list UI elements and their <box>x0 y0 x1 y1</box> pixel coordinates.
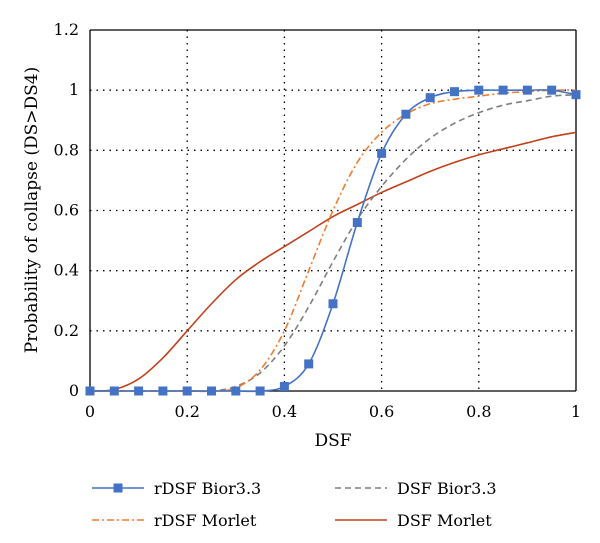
data-point-rdsf-bior3-3 <box>231 386 241 396</box>
x-tick-label: 0 <box>85 402 95 421</box>
y-tick-label: 0 <box>69 381 79 400</box>
data-point-rdsf-bior3-3 <box>134 386 144 396</box>
x-axis-title: DSF <box>314 431 351 451</box>
data-point-rdsf-bior3-3 <box>352 218 362 228</box>
y-tick-label: 0.6 <box>54 201 79 220</box>
legend-marker-rdsf-bior3-3 <box>113 483 123 493</box>
x-tick-label: 1 <box>571 402 581 421</box>
y-tick-label: 1 <box>69 80 79 99</box>
data-point-rdsf-bior3-3 <box>571 90 581 100</box>
data-point-rdsf-bior3-3 <box>85 386 95 396</box>
data-point-rdsf-bior3-3 <box>279 381 289 391</box>
legend: rDSF Bior3.3 rDSF Morlet DSF Bior3.3 DSF Mo… <box>92 479 497 530</box>
data-point-rdsf-bior3-3 <box>425 93 435 103</box>
data-point-rdsf-bior3-3 <box>522 85 532 95</box>
data-point-rdsf-bior3-3 <box>377 148 387 158</box>
x-tick-label: 0.2 <box>174 402 199 421</box>
legend-label-rdsf-morlet: rDSF Morlet <box>154 511 257 530</box>
y-tick-label: 1.2 <box>54 20 79 39</box>
data-point-rdsf-bior3-3 <box>255 386 265 396</box>
data-point-rdsf-bior3-3 <box>207 386 216 396</box>
legend-label-dsf-morlet: DSF Morlet <box>397 511 492 530</box>
data-point-rdsf-bior3-3 <box>450 87 459 97</box>
data-point-rdsf-bior3-3 <box>328 299 338 309</box>
x-tick-label: 0.8 <box>466 402 491 421</box>
y-axis-title: Probability of collapse (DS>DS4) <box>22 67 42 354</box>
data-point-rdsf-bior3-3 <box>401 109 411 119</box>
data-point-rdsf-bior3-3 <box>547 85 557 95</box>
data-point-rdsf-bior3-3 <box>474 85 484 95</box>
data-point-rdsf-bior3-3 <box>158 386 168 396</box>
series-layer <box>85 85 581 396</box>
legend-label-dsf-bior3-3: DSF Bior3.3 <box>397 479 497 498</box>
y-tick-label: 0.8 <box>54 140 79 159</box>
x-tick-label: 0.6 <box>369 402 394 421</box>
data-point-rdsf-bior3-3 <box>304 359 314 369</box>
tick-labels: 0 0.2 0.4 0.6 0.8 1 0 0.2 0.4 0.6 0.8 1 1.2 <box>54 20 582 421</box>
data-point-rdsf-bior3-3 <box>498 85 508 95</box>
y-tick-label: 0.4 <box>54 261 79 280</box>
legend-label-rdsf-bior3-3: rDSF Bior3.3 <box>154 479 261 498</box>
data-point-rdsf-bior3-3 <box>109 386 119 396</box>
y-tick-label: 0.2 <box>54 321 79 340</box>
x-tick-label: 0.4 <box>272 402 297 421</box>
series-line-dsf-morlet <box>89 131 577 392</box>
data-point-rdsf-bior3-3 <box>182 386 192 396</box>
